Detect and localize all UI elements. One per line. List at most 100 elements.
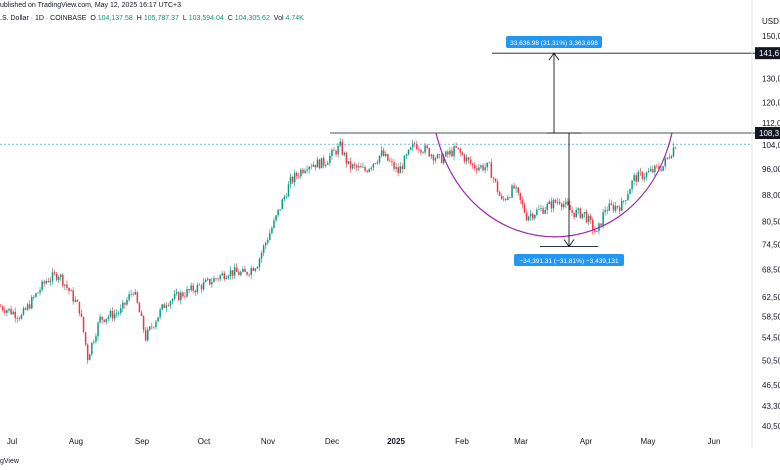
price-tick-label: 130,0 [762,75,780,84]
price-tick-label: 104,0 [762,141,780,150]
candle [235,263,238,273]
candle [258,257,261,271]
candle [546,201,548,215]
candle [343,151,346,157]
candle [103,319,105,323]
candle [308,165,310,174]
candle [612,202,615,214]
candle [540,204,542,212]
candle [126,296,128,307]
candle [380,146,383,158]
candle [78,301,81,316]
candle [432,153,435,165]
candle [157,317,159,322]
candle [260,250,263,263]
candle [351,163,354,170]
candle [314,164,317,171]
candle [285,193,288,199]
candle [132,292,134,297]
candle [627,189,629,201]
candle [674,146,677,149]
candle [31,294,33,310]
candle [418,145,420,153]
candle [397,163,399,177]
candle [250,265,252,280]
time-tick-label: Nov [261,437,275,446]
candle [596,230,598,232]
candle [310,163,312,170]
candle [327,160,329,165]
candle [2,304,4,313]
candle [24,306,27,311]
candle [411,139,414,152]
time-tick-label: Oct [198,437,211,446]
candle [233,263,236,280]
candle [459,147,462,157]
price-tick-label: 96,00 [762,165,780,174]
candle [639,167,642,176]
candle [635,173,637,186]
candle [188,288,190,294]
candle [585,209,588,224]
candle [552,198,555,213]
price-tick-label: 150,0 [762,32,780,41]
candle [403,154,406,170]
candle [111,307,114,322]
candle [99,313,101,324]
candle [538,204,540,211]
candle [542,205,544,215]
candle [500,193,503,201]
candle [496,178,499,195]
candle [291,175,294,184]
candle [565,197,567,209]
candle [198,283,201,286]
candle [217,277,219,282]
candle [298,172,300,179]
candle [242,266,244,273]
candle [192,282,195,294]
time-tick-label: Mar [514,437,528,446]
candle [62,273,64,289]
candle [271,226,273,235]
open-value: 104,137.58 [97,15,133,22]
candle [277,209,279,218]
candle [474,162,476,171]
candle [130,289,132,298]
candle [57,275,60,284]
candle [37,292,39,294]
candle [186,285,188,298]
candle [672,143,675,158]
price-tick-label: 120,0 [762,98,780,107]
candle [223,271,226,282]
candle [72,287,74,305]
candle [517,187,519,197]
candle [356,164,358,172]
candle [264,241,267,250]
candle [422,151,424,155]
candle [120,304,122,316]
candle [213,275,215,283]
candle [478,163,480,173]
candle [349,157,352,173]
candle [519,192,522,204]
candle [41,280,43,293]
candle [153,326,155,330]
candle [548,199,551,205]
candle [209,278,211,286]
candle [440,153,443,164]
candle [643,172,646,183]
candle [318,158,321,170]
candle [563,200,565,210]
candle [171,297,174,305]
chart-header: ublished on TradingView.com, May 12, 202… [0,0,780,30]
candle [35,292,37,298]
candle [320,157,323,169]
candle [173,289,176,301]
candle [22,306,25,316]
candle [146,326,149,343]
brand-watermark: gView [0,458,19,465]
candle [221,271,223,276]
candle [45,279,48,285]
candle [200,283,203,294]
